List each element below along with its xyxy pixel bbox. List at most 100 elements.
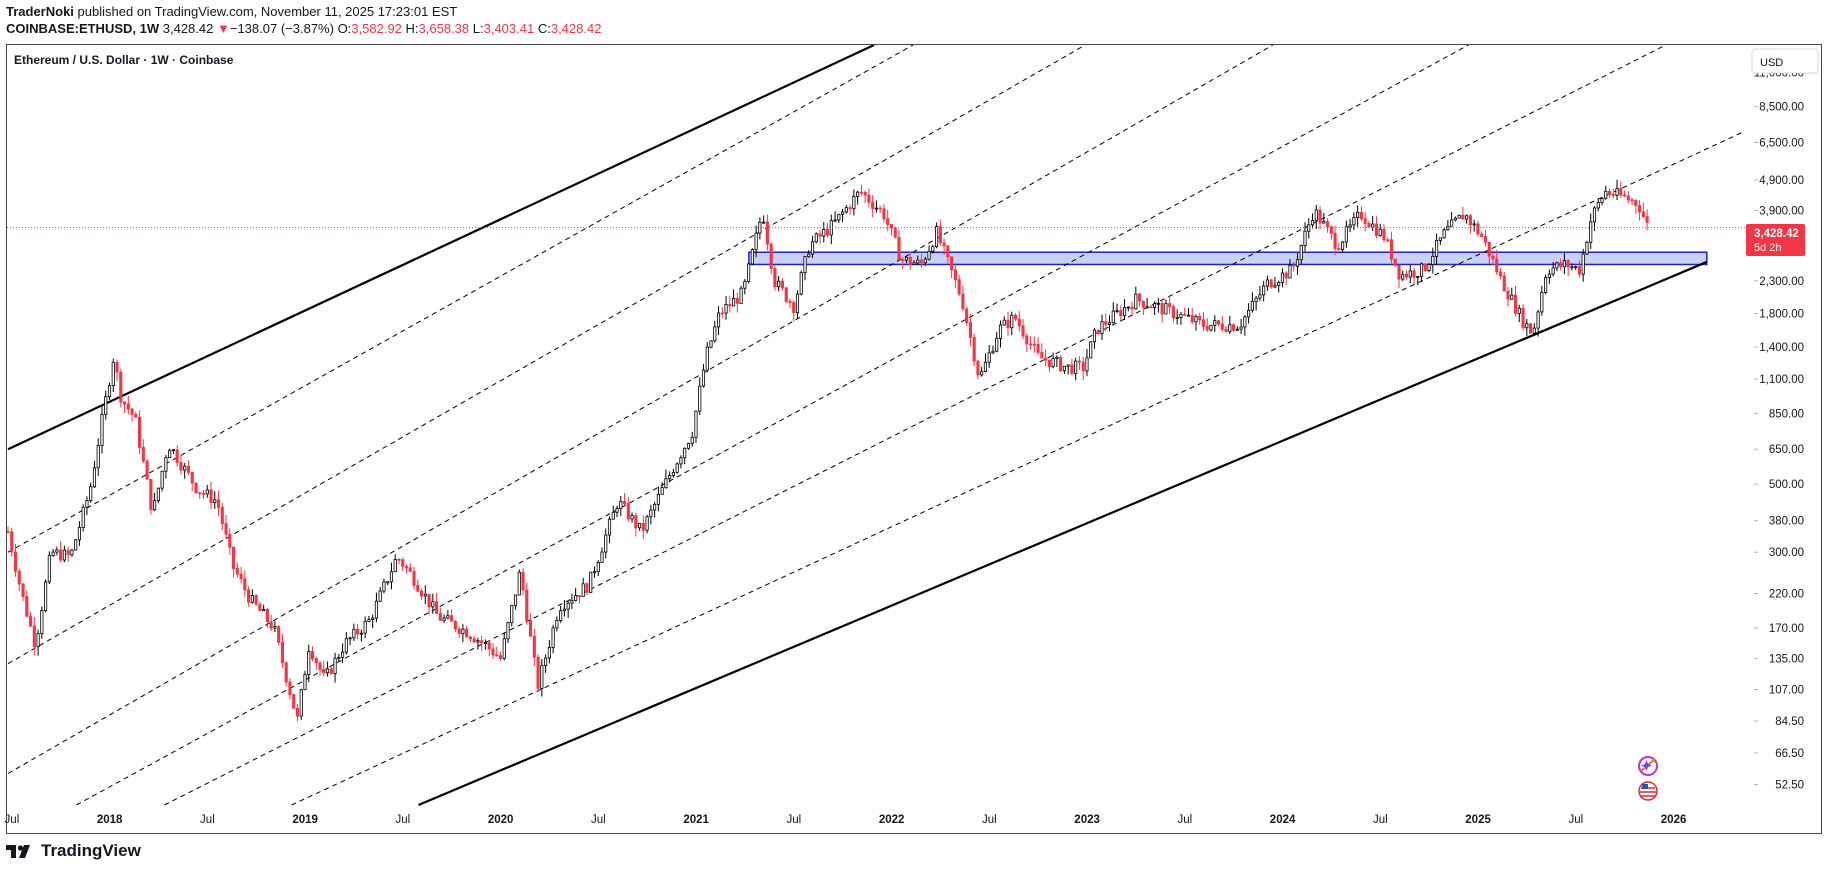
candle-down <box>1423 263 1427 271</box>
candle-down <box>1329 226 1333 234</box>
candle-down <box>965 308 969 323</box>
author-name[interactable]: TraderNoki <box>6 4 74 19</box>
candle-down <box>1404 273 1409 278</box>
x-tick-label: Jul <box>982 814 997 826</box>
y-tick-label: 4,900.00 <box>1759 175 1804 187</box>
candle-down <box>465 628 469 638</box>
candle-up <box>446 615 450 619</box>
candle-down <box>1096 329 1100 334</box>
candle-up <box>1427 264 1431 271</box>
low-value: 3,403.41 <box>483 21 535 36</box>
candle-up <box>393 559 397 573</box>
candle-down <box>1374 223 1378 236</box>
candle-down <box>66 549 70 556</box>
candle-down <box>141 446 145 462</box>
candle-down <box>1566 260 1570 268</box>
candle-down <box>1577 266 1582 275</box>
candle-up <box>1209 324 1213 331</box>
candle-down <box>1081 361 1085 372</box>
candle-up <box>1280 272 1285 283</box>
candle-down <box>1059 357 1063 372</box>
candle-down <box>216 499 221 508</box>
candle-down <box>859 191 863 194</box>
candle-up <box>205 489 209 495</box>
candle-up <box>1596 202 1600 209</box>
candle-down <box>536 656 540 689</box>
candle-down <box>863 191 867 196</box>
candle-up <box>1134 293 1138 310</box>
candle-up <box>506 622 510 640</box>
sparkle-icon[interactable] <box>1638 756 1658 776</box>
candle-down <box>254 595 258 605</box>
candle-down <box>634 515 638 529</box>
candle-down <box>295 707 300 717</box>
candle-down <box>1216 320 1221 325</box>
candle-up <box>1371 223 1375 228</box>
candle-down <box>765 221 769 245</box>
candle-down <box>1070 364 1074 374</box>
channel-main-line <box>418 260 1708 807</box>
candle-up <box>1604 190 1608 199</box>
candle-down <box>1325 221 1330 228</box>
candle-up <box>874 207 878 210</box>
candle-down <box>179 462 183 471</box>
candle-up <box>160 470 164 489</box>
candle-up <box>923 258 927 264</box>
candle-down <box>269 621 273 629</box>
candle-up <box>611 511 615 520</box>
candle-up <box>1472 223 1476 226</box>
candle-down <box>1480 233 1484 237</box>
candle-down <box>498 655 503 659</box>
candle-up <box>70 549 74 556</box>
candle-down <box>138 416 142 448</box>
candle-up <box>40 610 44 635</box>
tradingview-logo[interactable]: TradingView <box>6 838 141 864</box>
candle-up <box>1536 311 1540 329</box>
candle-down <box>1502 275 1506 292</box>
candle-up <box>363 620 367 634</box>
high-value: 3,658.38 <box>418 21 470 36</box>
candle-down <box>946 245 950 258</box>
y-tick-label: 84.50 <box>1775 716 1804 728</box>
candle-down <box>972 336 976 362</box>
candle-up <box>250 595 254 603</box>
last-price: 3,428.42 <box>162 21 214 36</box>
candle-up <box>168 449 172 459</box>
candle-up <box>1453 217 1457 221</box>
chart-frame[interactable] <box>6 44 1822 834</box>
candle-up <box>833 219 837 222</box>
candle-down <box>1006 319 1010 329</box>
candle-up <box>1314 209 1318 222</box>
candle-up <box>273 626 277 629</box>
candle-up <box>1175 317 1179 320</box>
candle-up <box>1303 230 1307 246</box>
candle-down <box>1337 248 1341 250</box>
candle-up <box>1288 264 1292 279</box>
candle-up <box>1156 302 1160 305</box>
currency-label: USD <box>1760 57 1783 69</box>
x-tick-label: Jul <box>1568 814 1583 826</box>
candle-down <box>867 194 871 203</box>
candle-up <box>1085 357 1089 372</box>
candle-up <box>645 516 649 531</box>
candle-down <box>622 501 627 504</box>
currency-button[interactable]: USD <box>1751 48 1819 74</box>
candle-up <box>1585 241 1589 255</box>
us-flag-icon[interactable] <box>1638 781 1658 801</box>
candle-down <box>209 489 213 503</box>
candle-up <box>660 487 664 495</box>
candle-down <box>288 681 292 695</box>
candle-down <box>322 669 326 674</box>
x-tick-label: Jul <box>5 814 20 826</box>
candle-down <box>897 236 901 261</box>
candle-up <box>1344 226 1348 243</box>
candle-down <box>32 625 36 648</box>
candle-up <box>1416 276 1420 278</box>
candle-down <box>130 408 134 415</box>
candle-down <box>1292 264 1296 267</box>
candle-up <box>1540 292 1544 313</box>
x-tick-label: Jul <box>396 814 411 826</box>
candle-up <box>262 609 266 612</box>
candle-up <box>1051 358 1055 367</box>
